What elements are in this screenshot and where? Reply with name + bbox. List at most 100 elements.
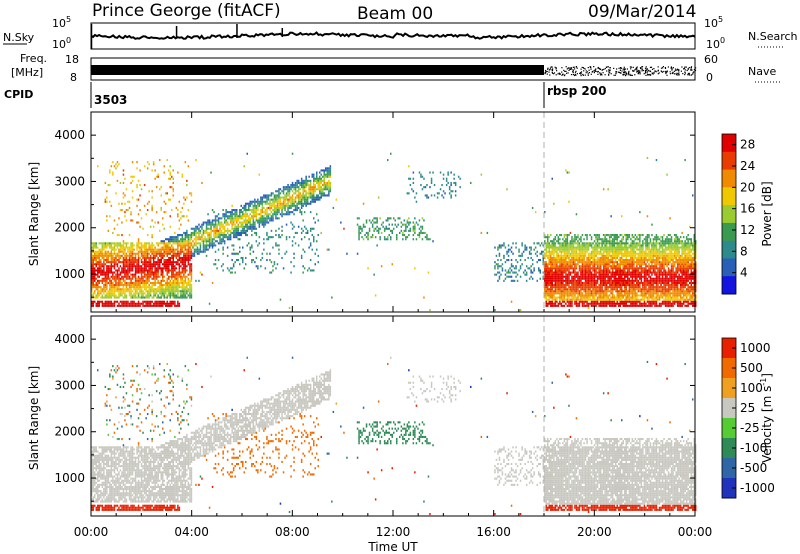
power-cell (136, 221, 138, 224)
power-cell (110, 246, 113, 249)
power-cell (596, 238, 599, 241)
power-cell (571, 248, 573, 251)
power-cell (245, 221, 247, 224)
power-cell (581, 304, 584, 307)
nave-point (666, 74, 668, 76)
power-cell (159, 252, 161, 255)
power-cell (104, 281, 107, 284)
power-cell (155, 267, 158, 270)
power-cell (553, 263, 555, 266)
power-cell (547, 286, 549, 289)
nave-point (610, 73, 612, 75)
power-cell (563, 279, 566, 282)
power-cell (544, 211, 546, 214)
power-cell (217, 259, 220, 262)
power-cell (380, 265, 383, 268)
power-cell (571, 261, 573, 264)
power-cell (148, 275, 150, 278)
power-cell (136, 252, 138, 255)
power-cell (118, 296, 120, 299)
power-cell (297, 198, 300, 201)
power-cell (124, 296, 126, 299)
power-cell (578, 286, 581, 289)
power-cell (317, 184, 319, 187)
power-cell (159, 259, 161, 262)
power-cell (596, 242, 599, 245)
nave-point (642, 69, 645, 72)
power-cell (97, 294, 99, 297)
power-cell (174, 286, 176, 289)
power-cell (216, 267, 218, 270)
nave-point (549, 67, 551, 69)
power-cell (406, 236, 409, 239)
power-cell (184, 267, 187, 270)
power-cell (130, 175, 132, 178)
power-cell (154, 221, 156, 224)
power-cell (201, 238, 203, 241)
power-cell (245, 217, 247, 220)
power-cell (550, 304, 552, 307)
power-cell (143, 244, 146, 247)
power-cell (447, 171, 449, 174)
power-cell (204, 231, 206, 234)
power-cell (362, 223, 365, 226)
power-cell (181, 238, 184, 241)
power-cell (560, 294, 563, 297)
power-cell (291, 181, 294, 184)
power-cell (314, 177, 316, 180)
power-cell (450, 184, 452, 187)
power-cell (97, 246, 99, 249)
power-cell (376, 219, 378, 222)
power-cell (450, 196, 452, 199)
power-cell (155, 290, 158, 293)
power-cell (260, 221, 262, 224)
power-cell (122, 242, 125, 245)
power-cell (118, 290, 120, 293)
power-cell (296, 196, 298, 199)
power-cell (139, 281, 141, 284)
power-cell (412, 234, 415, 237)
power-cell (258, 173, 261, 176)
power-cell (133, 294, 135, 297)
power-cell (313, 192, 315, 195)
power-cell (163, 246, 165, 249)
power-cell (563, 250, 566, 253)
power-cell (299, 202, 301, 205)
power-cell (545, 286, 547, 289)
power-cell (544, 242, 546, 245)
power-cell (198, 227, 200, 230)
power-cell (226, 217, 229, 220)
power-cell (134, 265, 137, 268)
power-cell (152, 250, 155, 253)
power-cell (571, 267, 573, 270)
power-cell (581, 246, 584, 249)
power-cell (190, 288, 193, 291)
nave-point (658, 72, 660, 74)
power-cell (205, 246, 208, 249)
power-cell (112, 242, 114, 245)
power-cell (166, 304, 168, 307)
power-cell (131, 254, 134, 257)
power-cell (112, 292, 114, 295)
power-cell (181, 248, 184, 251)
power-cell (545, 304, 547, 307)
power-cell (101, 281, 104, 284)
power-cell (276, 209, 279, 212)
nave-point (574, 71, 577, 73)
power-cell (130, 284, 132, 287)
power-cell (165, 296, 167, 299)
power-cell (168, 292, 170, 295)
power-cell (207, 234, 209, 237)
power-cell (418, 234, 421, 237)
power-cell (189, 288, 191, 291)
power-cell (208, 302, 211, 305)
power-cell (139, 248, 141, 251)
power-cell (151, 234, 153, 237)
power-cell (565, 240, 567, 243)
power-cell (531, 277, 534, 280)
power-cell (480, 173, 483, 176)
power-cell (180, 294, 182, 297)
power-cell (142, 261, 144, 264)
power-cell (91, 275, 93, 278)
power-cell (231, 231, 233, 234)
